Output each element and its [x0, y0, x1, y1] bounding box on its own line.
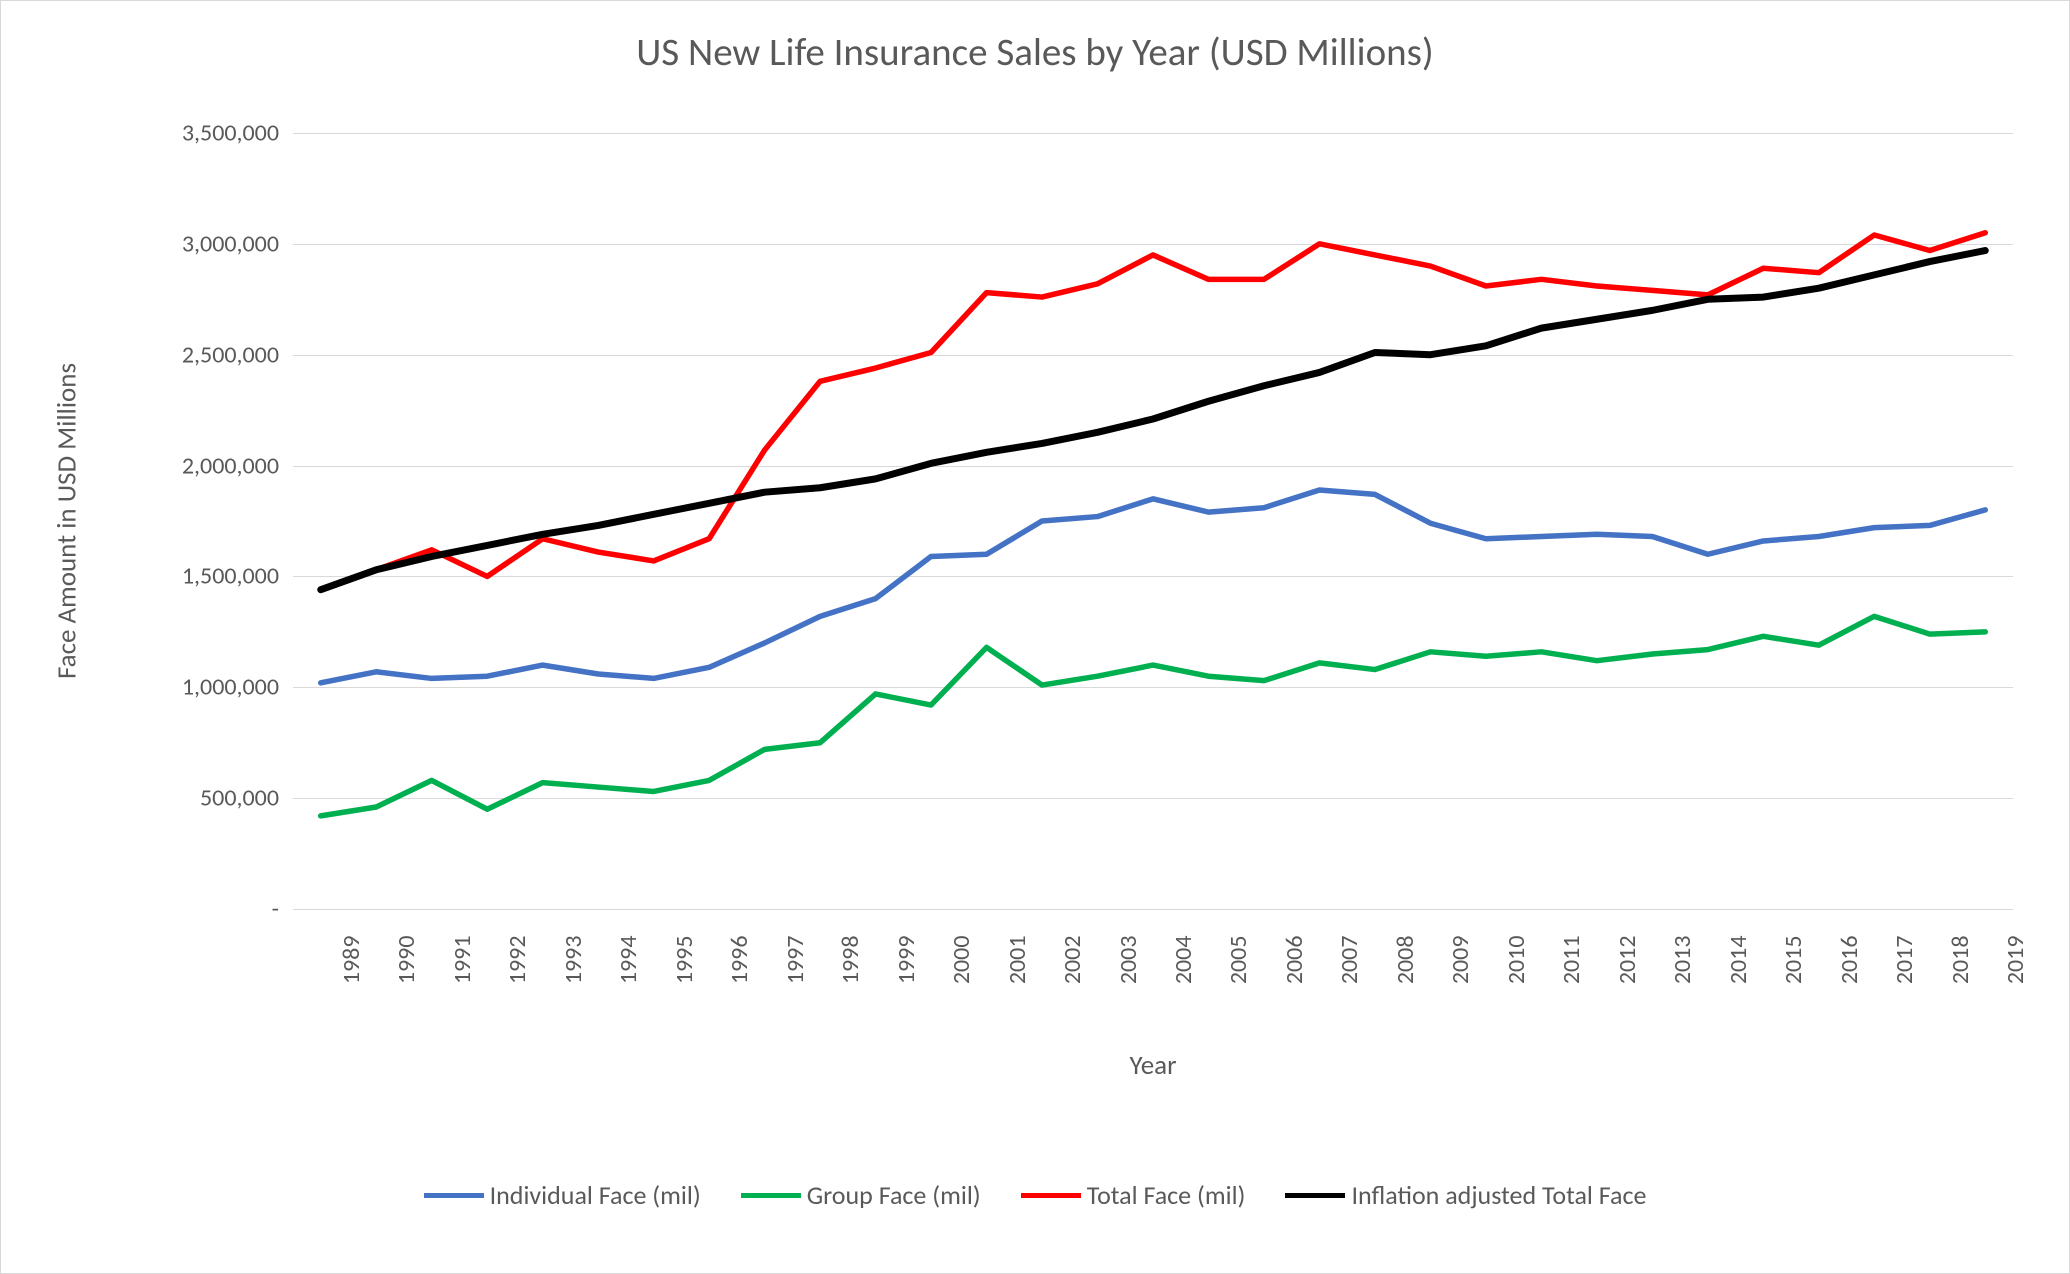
x-tick-label: 2002 — [1058, 924, 1087, 985]
plot-area: - 500,000 1,000,000 1,500,000 2,000,000 … — [293, 133, 2013, 909]
y-tick-label: 2,000,000 — [182, 451, 293, 480]
x-tick-label: 2012 — [1613, 924, 1642, 985]
x-tick-label: 2015 — [1779, 924, 1808, 985]
legend-item: Group Face (mil) — [741, 1179, 981, 1211]
legend-label: Group Face (mil) — [807, 1179, 981, 1211]
y-tick-label: 1,500,000 — [182, 562, 293, 591]
x-tick-label: 2001 — [1002, 924, 1031, 985]
x-tick-label: 1992 — [503, 924, 532, 985]
series-line — [321, 251, 1986, 590]
x-tick-label: 2008 — [1391, 924, 1420, 985]
legend-swatch — [1285, 1193, 1345, 1198]
legend-item: Individual Face (mil) — [424, 1179, 701, 1211]
x-tick-label: 1989 — [337, 924, 366, 985]
series-line — [321, 616, 1986, 816]
x-tick-label: 2018 — [1946, 924, 1975, 985]
y-gridline — [293, 909, 2013, 910]
x-tick-label: 1996 — [725, 924, 754, 985]
legend-swatch — [424, 1193, 484, 1198]
x-tick-label: 1993 — [559, 924, 588, 985]
legend: Individual Face (mil) Group Face (mil) Tot… — [1, 1179, 2069, 1211]
x-tick-label: 1999 — [891, 924, 920, 985]
legend-swatch — [1021, 1193, 1081, 1198]
x-tick-label: 2014 — [1724, 924, 1753, 985]
x-tick-label: 1998 — [836, 924, 865, 985]
y-tick-label: 3,500,000 — [182, 119, 293, 148]
x-tick-label: 2007 — [1335, 924, 1364, 985]
x-tick-label: 2017 — [1890, 924, 1919, 985]
x-tick-label: 1997 — [780, 924, 809, 985]
x-tick-label: 1994 — [614, 924, 643, 985]
x-tick-label: 1991 — [448, 924, 477, 985]
x-axis-label: Year — [293, 1049, 2013, 1082]
series-line — [321, 490, 1986, 683]
y-tick-label: 500,000 — [200, 784, 293, 813]
chart-title: US New Life Insurance Sales by Year (USD… — [1, 29, 2069, 76]
x-tick-label: 2016 — [1835, 924, 1864, 985]
x-tick-label: 2011 — [1557, 924, 1586, 985]
legend-swatch — [741, 1193, 801, 1198]
x-tick-label: 1990 — [392, 924, 421, 985]
y-axis-label: Face Amount in USD Millions — [51, 363, 84, 679]
legend-label: Individual Face (mil) — [490, 1179, 701, 1211]
series-line — [321, 233, 1986, 590]
x-tick-label: 2010 — [1502, 924, 1531, 985]
x-tick-label: 1995 — [669, 924, 698, 985]
x-tick-label: 2013 — [1668, 924, 1697, 985]
legend-item: Total Face (mil) — [1021, 1179, 1246, 1211]
x-tick-label: 2006 — [1280, 924, 1309, 985]
legend-label: Inflation adjusted Total Face — [1351, 1179, 1646, 1211]
x-tick-label: 2004 — [1169, 924, 1198, 985]
y-tick-label: 2,500,000 — [182, 340, 293, 369]
legend-label: Total Face (mil) — [1087, 1179, 1246, 1211]
y-tick-label: 1,000,000 — [182, 673, 293, 702]
x-tick-label: 2003 — [1113, 924, 1142, 985]
y-tick-label: - — [272, 895, 293, 924]
line-chart: US New Life Insurance Sales by Year (USD… — [0, 0, 2070, 1274]
legend-item: Inflation adjusted Total Face — [1285, 1179, 1646, 1211]
x-tick-label: 2000 — [947, 924, 976, 985]
x-tick-label: 2009 — [1446, 924, 1475, 985]
x-tick-label: 2005 — [1224, 924, 1253, 985]
y-tick-label: 3,000,000 — [182, 229, 293, 258]
series-svg — [293, 133, 2013, 909]
x-tick-label: 2019 — [2001, 924, 2030, 985]
